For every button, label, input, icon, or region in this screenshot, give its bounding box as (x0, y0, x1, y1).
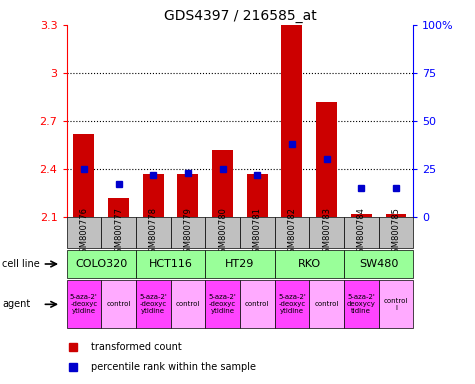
Bar (275, 250, 344, 278)
Bar (282, 22, 302, 217)
Text: 5-aza-2'
-deoxyc
ytidine: 5-aza-2' -deoxyc ytidine (209, 294, 237, 314)
Bar (309, 217, 344, 248)
Text: GSM800776: GSM800776 (79, 207, 88, 258)
Bar (178, 174, 198, 217)
Bar (344, 250, 413, 278)
Text: GSM800784: GSM800784 (357, 207, 366, 258)
Bar (240, 280, 275, 328)
Text: RKO: RKO (298, 259, 321, 269)
Bar (212, 150, 233, 217)
Bar (386, 214, 406, 217)
Bar (136, 217, 171, 248)
Bar (66, 250, 136, 278)
Bar (136, 250, 205, 278)
Text: 5-aza-2'
deoxycy
tidine: 5-aza-2' deoxycy tidine (347, 294, 376, 314)
Bar (205, 217, 240, 248)
Text: GSM800780: GSM800780 (218, 207, 227, 258)
Bar (171, 217, 205, 248)
Text: 5-aza-2'
-deoxyc
ytidine: 5-aza-2' -deoxyc ytidine (139, 294, 167, 314)
Text: GSM800778: GSM800778 (149, 207, 158, 258)
Bar (344, 217, 379, 248)
Bar (275, 217, 309, 248)
Bar (136, 280, 171, 328)
Bar (66, 217, 101, 248)
Bar (275, 280, 309, 328)
Text: agent: agent (2, 299, 30, 310)
Bar (344, 280, 379, 328)
Text: 5-aza-2'
-deoxyc
ytidine: 5-aza-2' -deoxyc ytidine (70, 294, 98, 314)
Bar (205, 250, 275, 278)
Text: HT29: HT29 (225, 259, 255, 269)
Bar (309, 280, 344, 328)
Bar (316, 102, 337, 217)
Bar (351, 214, 371, 217)
Text: COLO320: COLO320 (75, 259, 127, 269)
Bar (379, 217, 413, 248)
Bar (101, 280, 136, 328)
Bar (171, 280, 205, 328)
Title: GDS4397 / 216585_at: GDS4397 / 216585_at (163, 8, 316, 23)
Bar (74, 134, 94, 217)
Text: control: control (106, 301, 131, 307)
Text: GSM800781: GSM800781 (253, 207, 262, 258)
Text: control: control (314, 301, 339, 307)
Text: GSM800782: GSM800782 (287, 207, 296, 258)
Text: control: control (176, 301, 200, 307)
Text: GSM800783: GSM800783 (322, 207, 331, 258)
Bar (143, 174, 163, 217)
Text: control
l: control l (384, 298, 408, 311)
Text: control: control (245, 301, 269, 307)
Bar (205, 280, 240, 328)
Text: cell line: cell line (2, 259, 40, 269)
Bar (101, 217, 136, 248)
Bar (247, 174, 267, 217)
Text: SW480: SW480 (359, 259, 398, 269)
Bar (66, 280, 101, 328)
Text: transformed count: transformed count (91, 342, 181, 352)
Bar (108, 198, 129, 217)
Text: HCT116: HCT116 (149, 259, 192, 269)
Text: GSM800779: GSM800779 (183, 207, 192, 258)
Text: percentile rank within the sample: percentile rank within the sample (91, 362, 256, 372)
Bar (240, 217, 275, 248)
Text: GSM800785: GSM800785 (391, 207, 400, 258)
Text: GSM800777: GSM800777 (114, 207, 123, 258)
Bar (379, 280, 413, 328)
Text: 5-aza-2'
-deoxyc
ytidine: 5-aza-2' -deoxyc ytidine (278, 294, 306, 314)
